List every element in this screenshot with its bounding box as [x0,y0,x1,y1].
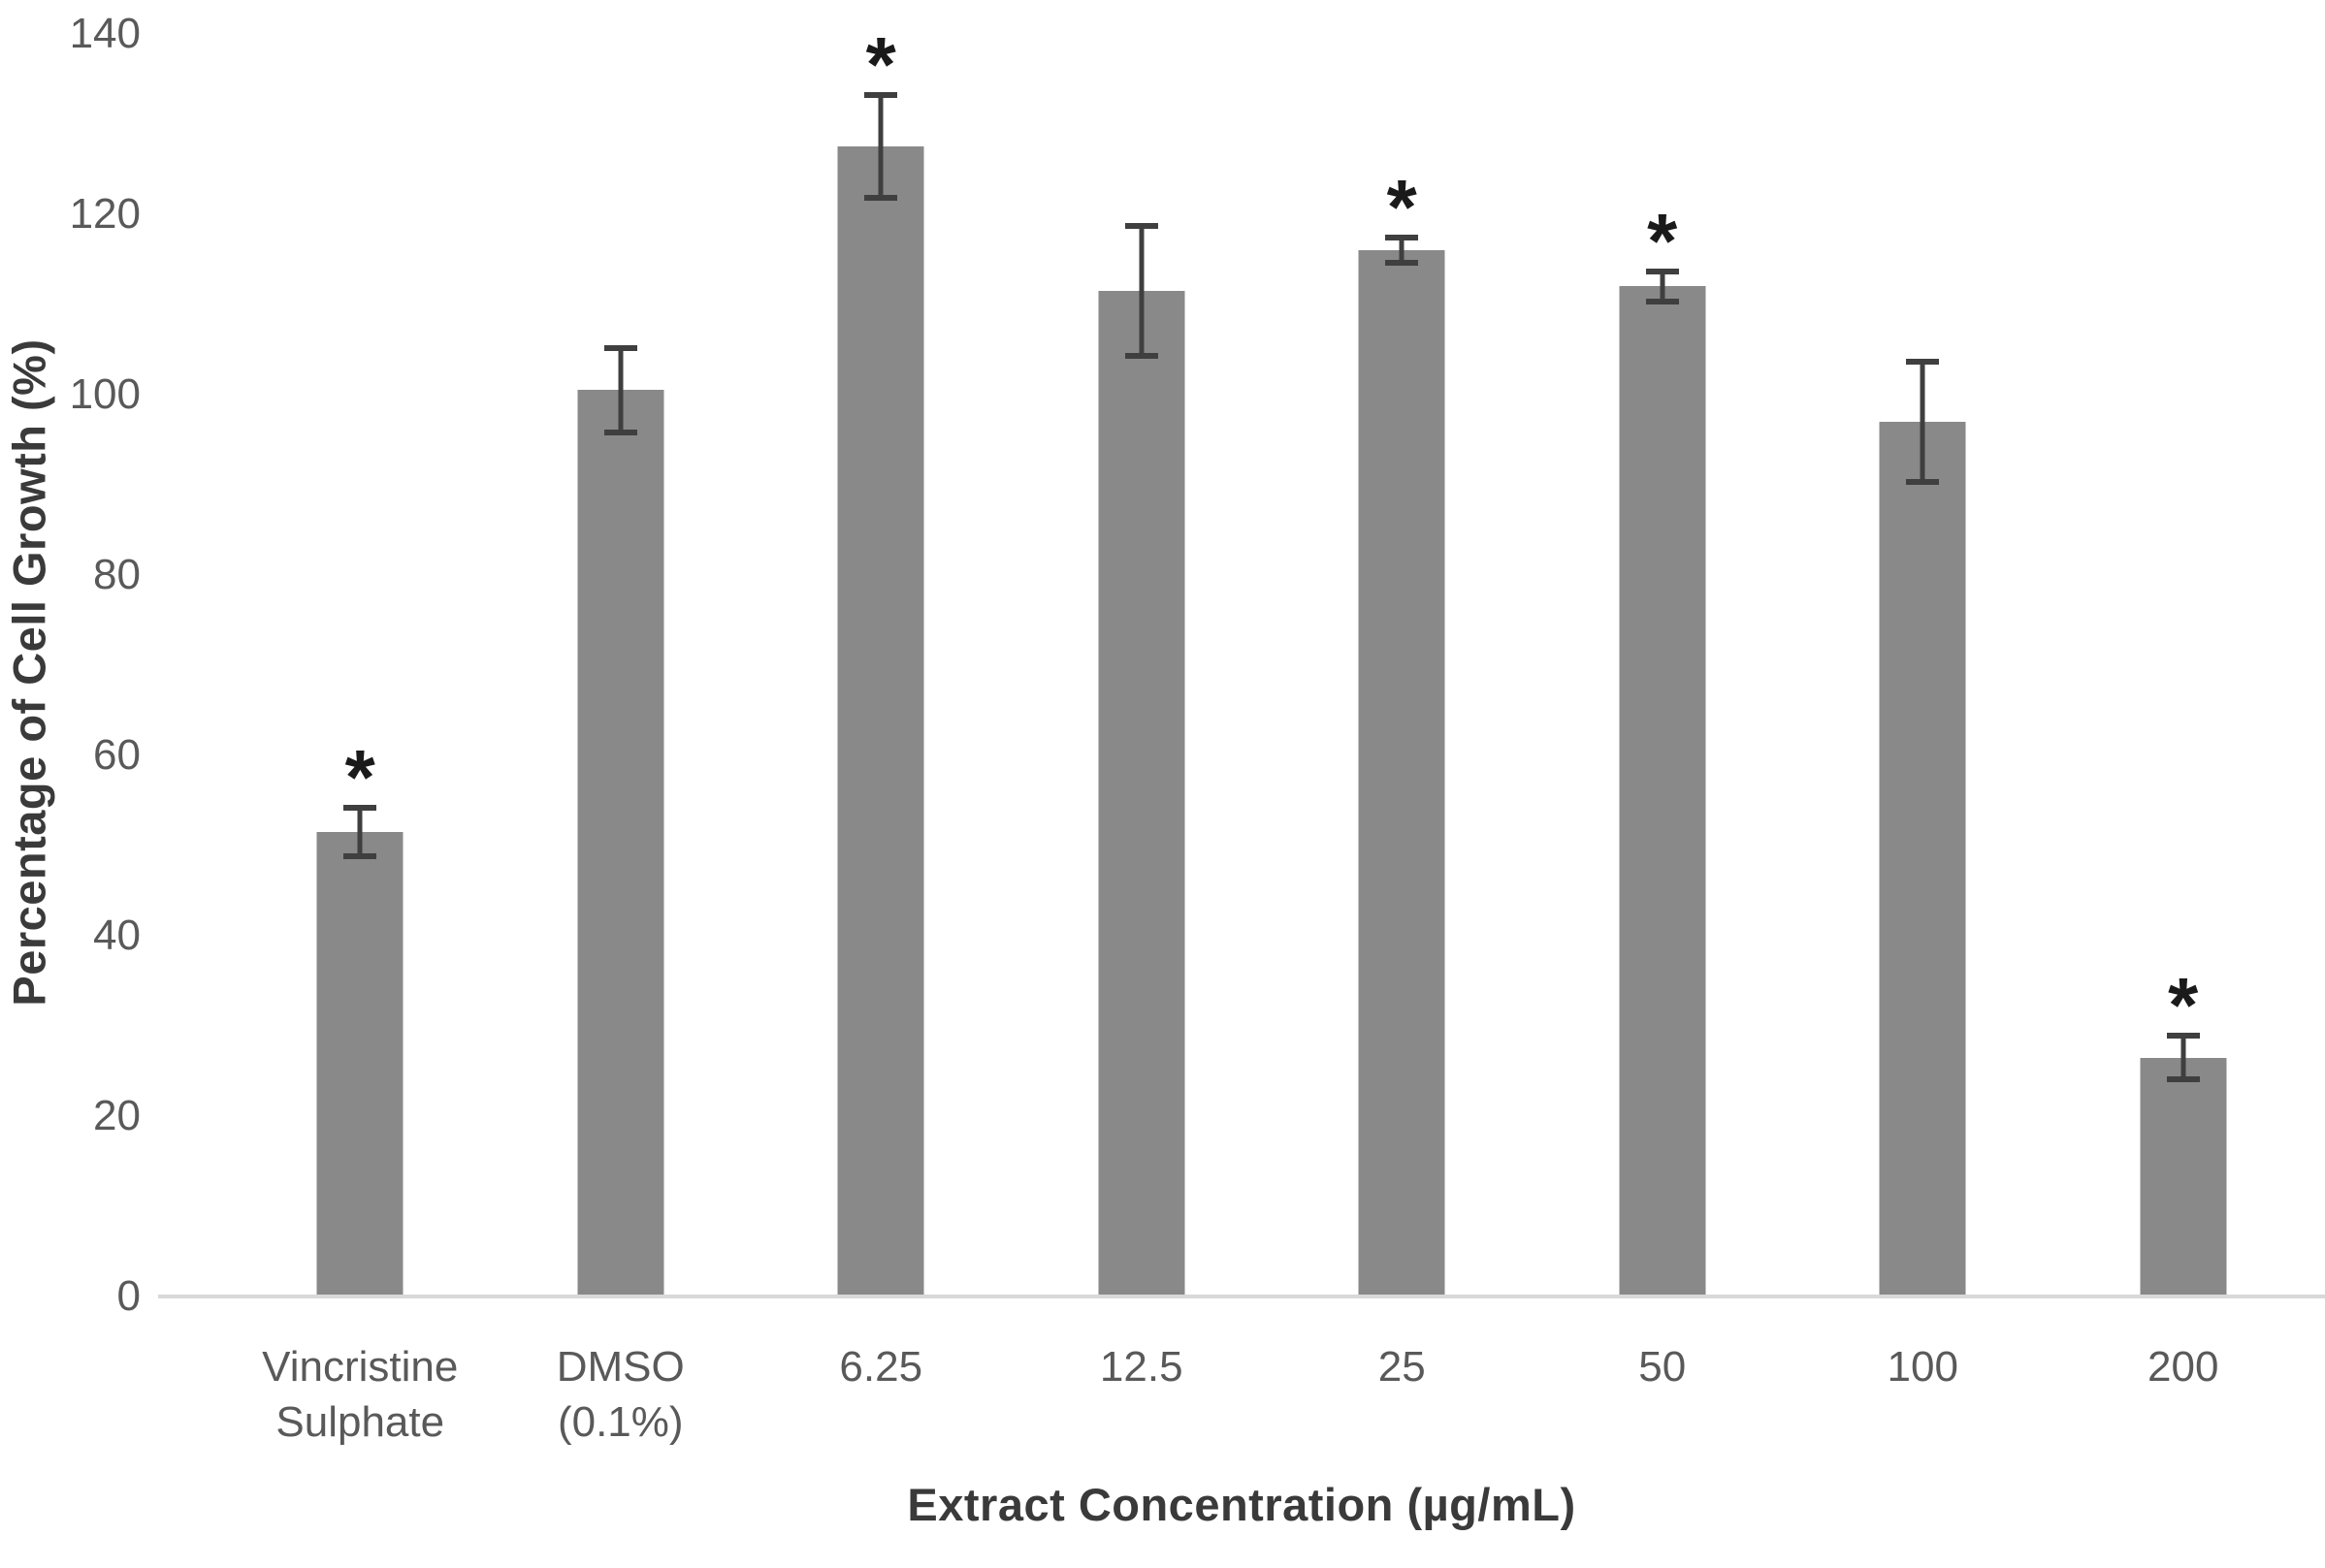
error-bar-cap-top [1124,223,1158,230]
error-bar-line [1399,235,1405,267]
y-tick-label: 60 [93,731,141,779]
x-tick-label: 6.25 [839,1343,923,1391]
y-tick-label: 100 [69,370,141,418]
bar-slot [491,34,752,1296]
y-axis-tick-labels: 0 20 40 60 80 100 120 140 [0,10,141,1320]
error-bar-line [878,92,884,202]
bar-slot: * [751,26,1012,1296]
x-tick-label: 100 [1887,1343,1958,1391]
bar [1358,250,1445,1296]
error-bar-cap-top [1385,235,1419,241]
bar [577,390,664,1296]
error-bar-cap-bottom [1906,479,1940,485]
error-bar-line [357,805,363,859]
significance-asterisk: * [344,734,375,821]
y-tick-label: 0 [116,1272,141,1320]
error-bar-cap-bottom [603,429,637,435]
x-tick-label: 12.5 [1099,1343,1183,1391]
bar-slot [1012,34,1273,1296]
error-bar-cap-bottom [343,852,377,859]
bar [1619,286,1706,1296]
y-tick-label: 140 [69,10,141,57]
bar-slot: * [230,34,491,1296]
error-bar-cap-top [603,344,637,351]
x-axis-title: Extract Concentration (µg/mL) [907,1479,1576,1530]
x-tick-label: 50 [1638,1343,1687,1391]
bar-slot: * [1533,34,1793,1296]
error-bar-cap-top [2166,1033,2200,1040]
error-bar-cap-bottom [864,195,898,202]
bar [1098,291,1185,1296]
error-bar-cap-bottom [1645,299,1679,304]
bar [837,146,924,1296]
bar [1879,421,1966,1296]
error-bar-line [2180,1033,2186,1082]
bar [2140,1057,2227,1296]
error-bar-cap-top [1645,268,1679,274]
bar-slot: * [2053,34,2314,1296]
error-bar-cap-bottom [2166,1075,2200,1082]
error-bar-cap-top [1906,358,1940,365]
error-bar-line [618,344,624,435]
error-bar-line [1660,268,1665,304]
significance-asterisk: * [2168,962,2199,1049]
error-bar-cap-bottom [1385,260,1419,267]
y-tick-label: 120 [69,190,141,238]
error-bar-cap-top [343,805,377,812]
x-tick-label: 200 [2147,1343,2219,1391]
bar-slot [1792,34,2053,1296]
x-tick-label: Vincristine Sulphate [262,1343,459,1447]
bar [316,832,404,1296]
significance-asterisk: * [865,21,896,109]
y-tick-label: 80 [93,551,141,598]
y-tick-label: 20 [93,1092,141,1139]
significance-asterisk: * [1386,164,1417,251]
x-tick-label: DMSO (0.1%) [556,1343,685,1447]
y-tick-label: 40 [93,912,141,959]
error-bar-line [1139,223,1145,359]
bar-slot: * [1272,34,1533,1296]
error-bar-cap-top [864,92,898,99]
x-axis-line [158,1295,2325,1298]
plot-area: * * * * * [230,26,2314,1296]
error-bar-line [1920,358,1925,485]
significance-asterisk: * [1647,197,1678,284]
error-bar-cap-bottom [1124,352,1158,359]
x-tick-label: 25 [1377,1343,1426,1391]
